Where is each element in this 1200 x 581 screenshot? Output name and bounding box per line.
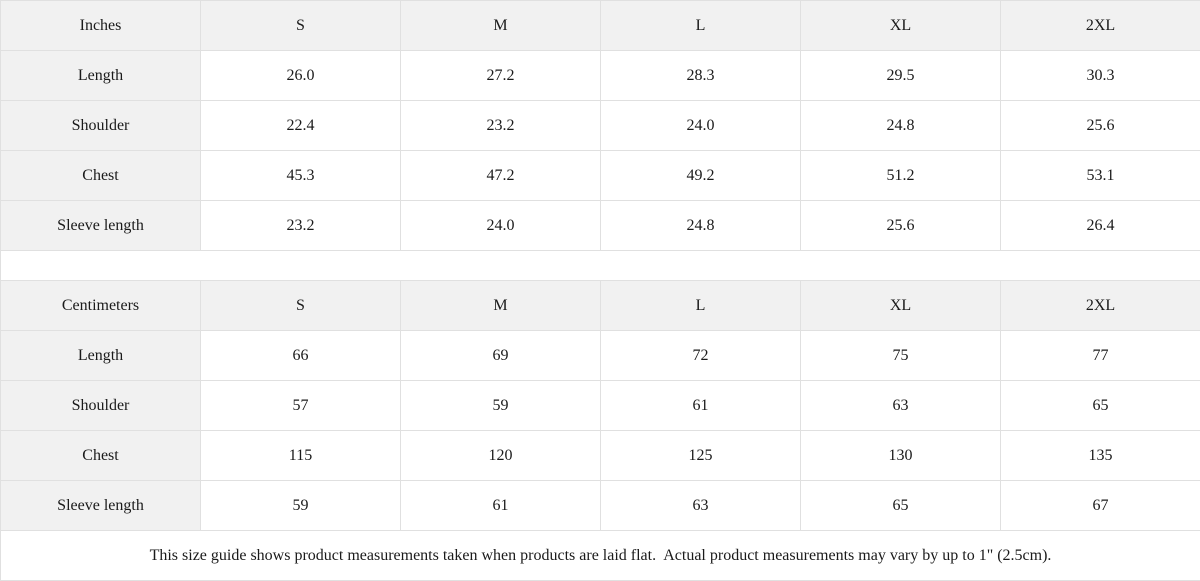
spacer-row [1,251,1200,281]
inches-size-header-l: L [601,1,801,51]
inches-header-row: Inches S M L XL 2XL [1,1,1200,51]
measurement-label-cell: Sleeve length [1,481,201,531]
measurement-value-cell: 61 [401,481,601,531]
centimeters-unit-header-cell: Centimeters [1,281,201,331]
inches-sleeve-length-row: Sleeve length 23.2 24.0 24.8 25.6 26.4 [1,201,1200,251]
measurement-label-cell: Sleeve length [1,201,201,251]
centimeters-size-header-s: S [201,281,401,331]
measurement-value-cell: 53.1 [1001,151,1200,201]
measurement-label-cell: Chest [1,151,201,201]
measurement-value-cell: 65 [1001,381,1200,431]
spacer-cell [1,251,1200,281]
measurement-value-cell: 125 [601,431,801,481]
measurement-value-cell: 49.2 [601,151,801,201]
centimeters-size-header-l: L [601,281,801,331]
measurement-label-cell: Shoulder [1,381,201,431]
measurement-value-cell: 30.3 [1001,51,1200,101]
measurement-value-cell: 130 [801,431,1001,481]
measurement-value-cell: 75 [801,331,1001,381]
footer-note-row: This size guide shows product measuremen… [1,531,1200,581]
measurement-value-cell: 24.8 [801,101,1001,151]
measurement-value-cell: 66 [201,331,401,381]
centimeters-chest-row: Chest 115 120 125 130 135 [1,431,1200,481]
footer-note: This size guide shows product measuremen… [1,531,1200,581]
measurement-value-cell: 72 [601,331,801,381]
measurement-value-cell: 61 [601,381,801,431]
inches-size-header-xl: XL [801,1,1001,51]
measurement-value-cell: 67 [1001,481,1200,531]
measurement-label-cell: Length [1,331,201,381]
measurement-value-cell: 25.6 [801,201,1001,251]
centimeters-header-row: Centimeters S M L XL 2XL [1,281,1200,331]
measurement-value-cell: 25.6 [1001,101,1200,151]
measurement-value-cell: 22.4 [201,101,401,151]
centimeters-length-row: Length 66 69 72 75 77 [1,331,1200,381]
centimeters-sleeve-length-row: Sleeve length 59 61 63 65 67 [1,481,1200,531]
measurement-value-cell: 28.3 [601,51,801,101]
inches-size-header-m: M [401,1,601,51]
inches-size-header-s: S [201,1,401,51]
measurement-value-cell: 51.2 [801,151,1001,201]
inches-shoulder-row: Shoulder 22.4 23.2 24.0 24.8 25.6 [1,101,1200,151]
measurement-value-cell: 23.2 [401,101,601,151]
measurement-value-cell: 77 [1001,331,1200,381]
measurement-value-cell: 23.2 [201,201,401,251]
measurement-value-cell: 59 [401,381,601,431]
measurement-value-cell: 24.8 [601,201,801,251]
measurement-value-cell: 63 [601,481,801,531]
inches-unit-header-cell: Inches [1,1,201,51]
measurement-value-cell: 115 [201,431,401,481]
centimeters-size-header-xl: XL [801,281,1001,331]
measurement-value-cell: 24.0 [401,201,601,251]
measurement-value-cell: 57 [201,381,401,431]
measurement-label-cell: Shoulder [1,101,201,151]
inches-length-row: Length 26.0 27.2 28.3 29.5 30.3 [1,51,1200,101]
centimeters-size-header-m: M [401,281,601,331]
inches-size-header-2xl: 2XL [1001,1,1200,51]
centimeters-size-header-2xl: 2XL [1001,281,1200,331]
measurement-value-cell: 63 [801,381,1001,431]
measurement-value-cell: 47.2 [401,151,601,201]
measurement-label-cell: Chest [1,431,201,481]
measurement-value-cell: 26.0 [201,51,401,101]
measurement-value-cell: 69 [401,331,601,381]
measurement-value-cell: 120 [401,431,601,481]
measurement-value-cell: 59 [201,481,401,531]
centimeters-shoulder-row: Shoulder 57 59 61 63 65 [1,381,1200,431]
measurement-value-cell: 135 [1001,431,1200,481]
measurement-label-cell: Length [1,51,201,101]
measurement-value-cell: 29.5 [801,51,1001,101]
inches-chest-row: Chest 45.3 47.2 49.2 51.2 53.1 [1,151,1200,201]
measurement-value-cell: 45.3 [201,151,401,201]
measurement-value-cell: 27.2 [401,51,601,101]
measurement-value-cell: 26.4 [1001,201,1200,251]
measurement-value-cell: 24.0 [601,101,801,151]
measurement-value-cell: 65 [801,481,1001,531]
